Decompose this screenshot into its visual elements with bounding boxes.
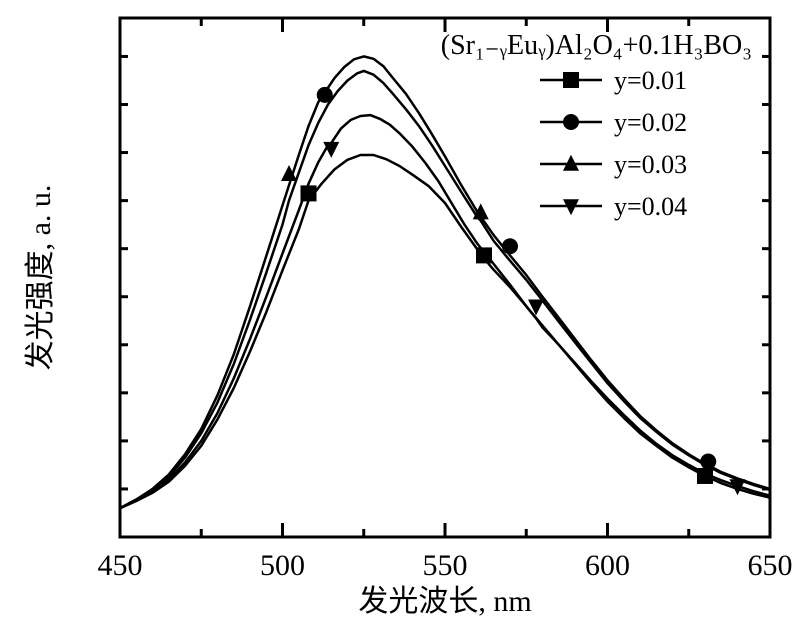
x-tick-label: 450 (98, 549, 143, 582)
legend-marker-y002 (563, 114, 579, 130)
x-tick-label: 650 (748, 549, 793, 582)
x-tick-label: 500 (260, 549, 305, 582)
legend-label: y=0.01 (614, 66, 687, 95)
legend-label: y=0.04 (614, 192, 687, 221)
chart-title-formula: (Sr₁₋ᵧEuᵧ)Al₂O₄+0.1H₃BO₃ (441, 30, 752, 61)
chart-container: 450 500 550 600 650 发光波长, nm 发光强度, a. u. (Sr₁₋ᵧ… (0, 0, 800, 629)
legend-label: y=0.02 (614, 108, 687, 137)
x-tick-label: 600 (585, 549, 630, 582)
x-axis-label: 发光波长, nm (358, 585, 531, 618)
x-tick-label: 550 (423, 549, 468, 582)
spectrum-chart: 450 500 550 600 650 发光波长, nm 发光强度, a. u. (Sr₁₋ᵧ… (0, 0, 800, 629)
y-axis-label: 发光强度, a. u. (24, 185, 57, 371)
legend-label: y=0.03 (614, 150, 687, 179)
marker-y002 (502, 238, 518, 254)
marker-y001 (476, 247, 492, 263)
legend-marker-y001 (563, 72, 579, 88)
